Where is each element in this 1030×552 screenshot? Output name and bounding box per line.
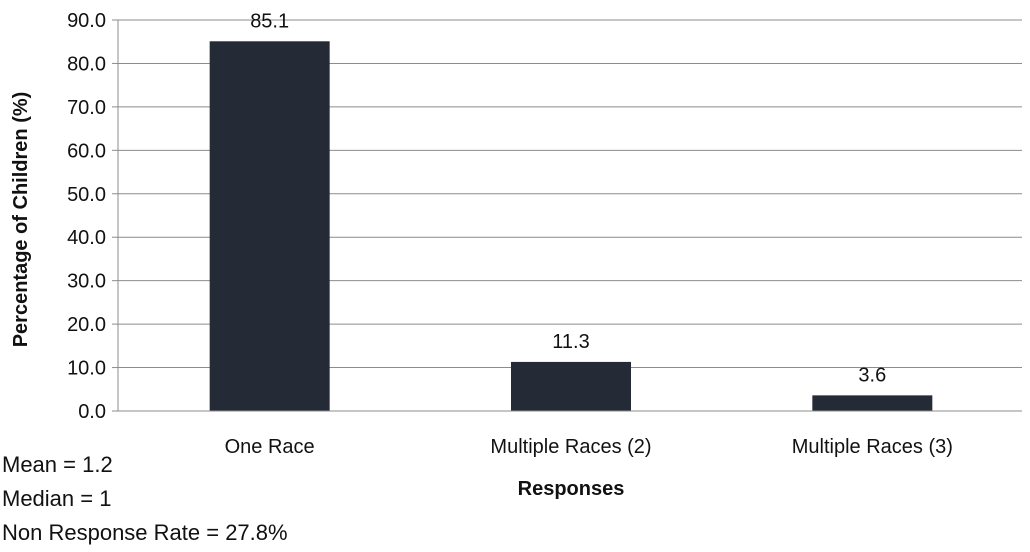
y-tick-label: 10.0 bbox=[67, 358, 106, 380]
x-axis-title: Responses bbox=[518, 478, 625, 500]
mean-stat: Mean = 1.2 bbox=[2, 452, 113, 477]
y-tick-label: 70.0 bbox=[67, 97, 106, 119]
x-category-label: Multiple Races (3) bbox=[792, 436, 953, 458]
y-axis-ticks: 0.0 10.0 20.0 30.0 40.0 50.0 60.0 70.0 80.0 90.0 bbox=[67, 10, 118, 423]
bar bbox=[511, 361, 631, 411]
y-tick-label: 40.0 bbox=[67, 227, 106, 249]
data-labels: 85.1 11.3 3.6 bbox=[250, 10, 886, 386]
x-category-label: One Race bbox=[225, 436, 315, 458]
category-labels: One Race Multiple Races (2) Multiple Races… bbox=[225, 436, 953, 458]
y-tick-label: 20.0 bbox=[67, 314, 106, 336]
y-tick-label: 30.0 bbox=[67, 271, 106, 293]
y-tick-label: 80.0 bbox=[67, 53, 106, 75]
bar bbox=[812, 395, 933, 411]
bars bbox=[209, 41, 933, 411]
median-stat: Median = 1 bbox=[2, 486, 112, 511]
y-tick-label: 0.0 bbox=[78, 401, 106, 423]
bar-value-label: 85.1 bbox=[250, 10, 289, 32]
summary-stats: Mean = 1.2 Median = 1 Non Response Rate … bbox=[2, 448, 288, 550]
y-tick-label: 60.0 bbox=[67, 140, 106, 162]
y-axis-title: Percentage of Children (%) bbox=[10, 92, 32, 348]
bar bbox=[209, 41, 330, 411]
non-response-stat: Non Response Rate = 27.8% bbox=[2, 520, 288, 545]
bar-value-label: 3.6 bbox=[858, 364, 886, 386]
x-category-label: Multiple Races (2) bbox=[490, 436, 651, 458]
y-tick-label: 90.0 bbox=[67, 10, 106, 32]
bar-value-label: 11.3 bbox=[552, 331, 589, 353]
y-tick-label: 50.0 bbox=[67, 184, 106, 206]
